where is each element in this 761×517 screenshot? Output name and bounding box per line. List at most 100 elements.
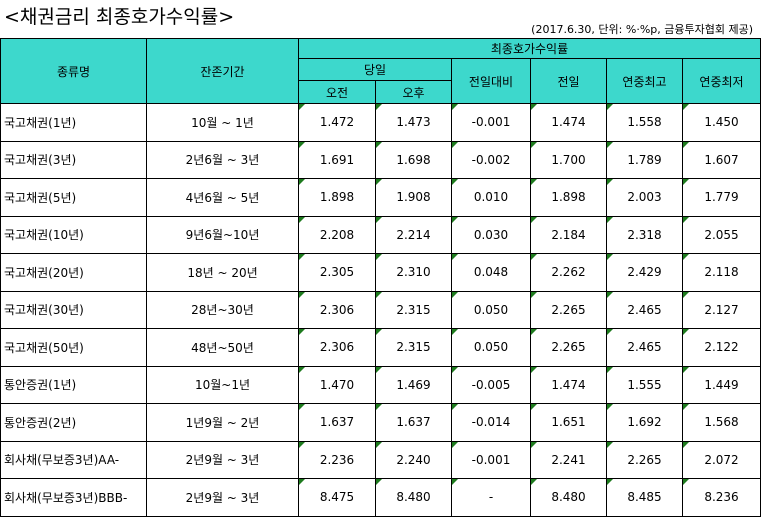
bond-yield-table: 종류명 잔존기간 최종호가수익률 당일 전일대비 전일 연중최고 연중최저 오전… — [0, 38, 761, 517]
cell-name: 국고채권(1년) — [0, 103, 147, 142]
table-row: 회사채(무보증3년)AA- 2년9월 ~ 3년 2.236 2.240 -0.001 2.… — [0, 440, 761, 479]
cell-year-high: 2.318 — [606, 215, 683, 254]
cell-year-high: 2.003 — [606, 178, 683, 217]
cell-year-low: 1.450 — [682, 103, 761, 142]
cell-afternoon: 1.698 — [375, 140, 452, 179]
cell-year-low: 2.118 — [682, 253, 761, 292]
cell-year-high: 1.789 — [606, 140, 683, 179]
cell-change: -0.002 — [451, 140, 531, 179]
cell-prev-day: 2.265 — [530, 328, 607, 367]
cell-name: 국고채권(50년) — [0, 328, 147, 367]
cell-year-high: 2.265 — [606, 440, 683, 479]
header-yield-group: 최종호가수익률 — [298, 38, 761, 59]
cell-year-high: 2.429 — [606, 253, 683, 292]
header-today: 당일 — [298, 58, 452, 81]
cell-change: 0.010 — [451, 178, 531, 217]
table-row: 회사채(무보증3년)BBB- 2년9월 ~ 3년 8.475 8.480-8.480 8… — [0, 478, 761, 517]
cell-name: 회사채(무보증3년)AA- — [0, 440, 147, 479]
cell-maturity: 2년9월 ~ 3년 — [146, 440, 299, 479]
cell-change: -0.014 — [451, 403, 531, 442]
cell-change: - — [451, 478, 531, 517]
cell-year-low: 1.607 — [682, 140, 761, 179]
table-row: 국고채권(50년) 48년~50년 2.306 2.315 0.050 2.265 2.46… — [0, 328, 761, 367]
cell-prev-day: 2.241 — [530, 440, 607, 479]
cell-prev-day: 1.474 — [530, 365, 607, 404]
table-body: 국고채권(1년) 10월 ~ 1년 1.472 1.473 -0.001 1.474 1.5… — [0, 103, 761, 517]
cell-morning: 1.691 — [298, 140, 376, 179]
header-maturity: 잔존기간 — [146, 38, 299, 104]
cell-year-high: 8.485 — [606, 478, 683, 517]
header-year-high: 연중최고 — [606, 58, 683, 104]
cell-maturity: 1년9월 ~ 2년 — [146, 403, 299, 442]
table-row: 국고채권(30년) 28년~30년 2.306 2.315 0.050 2.265 2.46… — [0, 290, 761, 329]
cell-morning: 2.306 — [298, 290, 376, 329]
cell-year-low: 2.127 — [682, 290, 761, 329]
cell-afternoon: 2.315 — [375, 328, 452, 367]
cell-change: -0.001 — [451, 103, 531, 142]
cell-prev-day: 2.265 — [530, 290, 607, 329]
cell-morning: 1.898 — [298, 178, 376, 217]
cell-prev-day: 1.474 — [530, 103, 607, 142]
cell-name: 국고채권(5년) — [0, 178, 147, 217]
cell-prev-day: 1.651 — [530, 403, 607, 442]
table-row: 국고채권(5년) 4년6월 ~ 5년 1.898 1.908 0.010 1.898 2.0… — [0, 178, 761, 217]
cell-maturity: 10월~1년 — [146, 365, 299, 404]
table-row: 국고채권(1년) 10월 ~ 1년 1.472 1.473 -0.001 1.474 1.5… — [0, 103, 761, 142]
cell-maturity: 9년6월~10년 — [146, 215, 299, 254]
header-change: 전일대비 — [451, 58, 531, 104]
cell-name: 국고채권(10년) — [0, 215, 147, 254]
cell-morning: 2.306 — [298, 328, 376, 367]
cell-afternoon: 2.315 — [375, 290, 452, 329]
cell-year-high: 1.558 — [606, 103, 683, 142]
cell-year-low: 1.779 — [682, 178, 761, 217]
page-title: <채권금리 최종호가수익률> — [4, 6, 235, 28]
cell-prev-day: 8.480 — [530, 478, 607, 517]
cell-morning: 1.472 — [298, 103, 376, 142]
cell-year-high: 2.465 — [606, 328, 683, 367]
cell-afternoon: 1.908 — [375, 178, 452, 217]
table-row: 국고채권(10년) 9년6월~10년 2.208 2.214 0.030 2.184 2.3… — [0, 215, 761, 254]
cell-prev-day: 1.700 — [530, 140, 607, 179]
cell-year-low: 2.072 — [682, 440, 761, 479]
cell-maturity: 28년~30년 — [146, 290, 299, 329]
cell-name: 국고채권(20년) — [0, 253, 147, 292]
cell-change: 0.048 — [451, 253, 531, 292]
cell-maturity: 2년9월 ~ 3년 — [146, 478, 299, 517]
cell-name: 국고채권(30년) — [0, 290, 147, 329]
cell-year-high: 2.465 — [606, 290, 683, 329]
cell-maturity: 18년 ~ 20년 — [146, 253, 299, 292]
cell-name: 회사채(무보증3년)BBB- — [0, 478, 147, 517]
source-note: (2017.6.30, 단위: %·%p, 금융투자협회 제공) — [531, 23, 753, 36]
cell-prev-day: 2.262 — [530, 253, 607, 292]
cell-prev-day: 1.898 — [530, 178, 607, 217]
header-afternoon: 오후 — [375, 80, 452, 104]
cell-name: 국고채권(3년) — [0, 140, 147, 179]
cell-morning: 1.470 — [298, 365, 376, 404]
cell-morning: 2.208 — [298, 215, 376, 254]
cell-afternoon: 8.480 — [375, 478, 452, 517]
cell-maturity: 10월 ~ 1년 — [146, 103, 299, 142]
cell-maturity: 2년6월 ~ 3년 — [146, 140, 299, 179]
cell-year-high: 1.692 — [606, 403, 683, 442]
cell-year-low: 1.568 — [682, 403, 761, 442]
cell-year-low: 8.236 — [682, 478, 761, 517]
cell-afternoon: 2.310 — [375, 253, 452, 292]
table-row: 국고채권(20년) 18년 ~ 20년 2.305 2.310 0.048 2.262 2.… — [0, 253, 761, 292]
cell-morning: 1.637 — [298, 403, 376, 442]
cell-maturity: 4년6월 ~ 5년 — [146, 178, 299, 217]
cell-change: 0.030 — [451, 215, 531, 254]
cell-morning: 2.305 — [298, 253, 376, 292]
cell-prev-day: 2.184 — [530, 215, 607, 254]
header-type: 종류명 — [0, 38, 147, 104]
cell-year-low: 2.055 — [682, 215, 761, 254]
table-row: 통안증권(2년) 1년9월 ~ 2년 1.637 1.637 -0.014 1.651 1.… — [0, 403, 761, 442]
cell-afternoon: 1.473 — [375, 103, 452, 142]
cell-change: -0.005 — [451, 365, 531, 404]
header-morning: 오전 — [298, 80, 376, 104]
cell-change: -0.001 — [451, 440, 531, 479]
table-row: 국고채권(3년) 2년6월 ~ 3년 1.691 1.698 -0.002 1.700 1.… — [0, 140, 761, 179]
cell-change: 0.050 — [451, 328, 531, 367]
cell-name: 통안증권(1년) — [0, 365, 147, 404]
table-row: 통안증권(1년) 10월~1년 1.470 1.469 -0.005 1.474 1.555… — [0, 365, 761, 404]
cell-afternoon: 1.469 — [375, 365, 452, 404]
